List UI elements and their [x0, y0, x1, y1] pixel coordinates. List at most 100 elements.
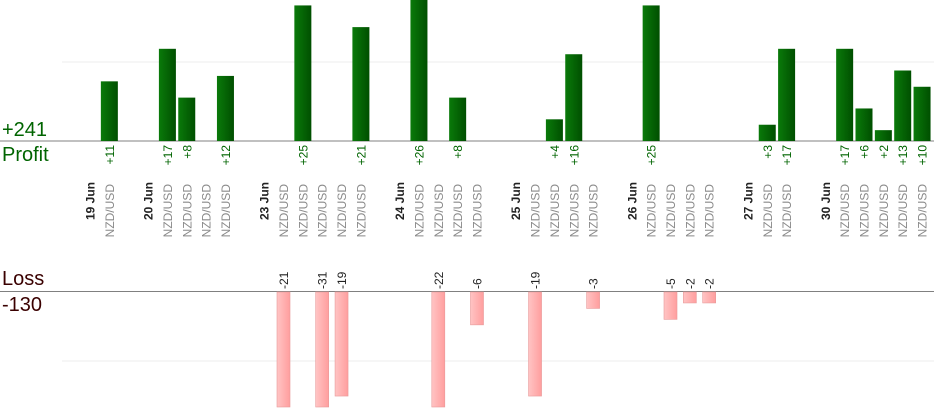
- profit-bar: [100, 81, 118, 141]
- pair-label: NZD/USD: [529, 184, 543, 238]
- profit-bar: [836, 48, 854, 141]
- profit-value-label: +13: [896, 145, 910, 166]
- profit-value-label: +16: [567, 145, 581, 166]
- pair-label: NZD/USD: [703, 184, 717, 238]
- profit-value-label: +25: [296, 145, 310, 166]
- profit-bar: [216, 75, 234, 141]
- pair-label: NZD/USD: [683, 184, 697, 238]
- pair-label: NZD/USD: [451, 184, 465, 238]
- date-label: 20 Jun: [142, 182, 156, 220]
- pair-label: NZD/USD: [916, 184, 930, 238]
- loss-value-label: -2: [703, 278, 717, 289]
- profit-bar: [449, 97, 467, 141]
- pair-label: NZD/USD: [548, 184, 562, 238]
- date-label: 23 Jun: [258, 182, 272, 220]
- pair-label: NZD/USD: [432, 184, 446, 238]
- profit-bars: +11 +17 +8 +12 +25 +21 +26 +8 +4 +16 +25 +3 +17 +17 +6…: [100, 0, 931, 166]
- loss-bar: [702, 291, 717, 304]
- profit-value-label: +17: [838, 145, 852, 166]
- date-label: 30 Jun: [819, 182, 833, 220]
- loss-bar: [334, 291, 349, 397]
- profit-bar: [158, 48, 176, 141]
- pair-label: NZD/USD: [877, 184, 891, 238]
- profit-value-label: +8: [180, 145, 194, 159]
- loss-value-label: -5: [664, 278, 678, 289]
- profit-bar: [913, 86, 931, 141]
- pair-label: NZD/USD: [780, 184, 794, 238]
- pair-label: NZD/USD: [354, 184, 368, 238]
- profit-value-label: +12: [219, 145, 233, 166]
- profit-value-label: +17: [161, 145, 175, 166]
- profit-bar: [855, 108, 873, 141]
- profit-legend-label: Profit: [2, 144, 49, 166]
- loss-bar: [528, 291, 542, 397]
- date-label: 19 Jun: [84, 182, 98, 220]
- pair-label: NZD/USD: [316, 184, 330, 238]
- pair-label: NZD/USD: [896, 184, 910, 238]
- pair-label: NZD/USD: [200, 184, 214, 238]
- profit-bar: [642, 5, 660, 141]
- loss-bar: [431, 291, 446, 408]
- loss-sum: -130: [2, 294, 43, 316]
- loss-value-label: -21: [277, 271, 291, 289]
- date-label: 25 Jun: [509, 182, 523, 220]
- pair-label: NZD/USD: [180, 184, 194, 238]
- profit-value-label: +26: [412, 145, 426, 166]
- loss-bar: [276, 291, 291, 408]
- loss-legend-label: Loss: [2, 268, 45, 290]
- profit-bar: [778, 48, 796, 141]
- profit-bar: [294, 5, 312, 141]
- pair-label: NZD/USD: [761, 184, 775, 238]
- profit-value-label: +8: [451, 145, 465, 159]
- pair-label: NZD/USD: [161, 184, 175, 238]
- profit-value-label: +3: [761, 145, 775, 159]
- profit-bar: [352, 27, 370, 141]
- date-label: 26 Jun: [625, 182, 639, 220]
- loss-value-label: -3: [587, 278, 601, 289]
- profit-bar: [874, 130, 892, 141]
- pair-label: NZD/USD: [335, 184, 349, 238]
- loss-bar: [663, 291, 678, 320]
- profit-value-label: +2: [877, 145, 891, 159]
- loss-bar: [586, 291, 600, 309]
- loss-value-label: -19: [529, 271, 543, 289]
- loss-value-label: -2: [683, 278, 697, 289]
- pair-label: NZD/USD: [664, 184, 678, 238]
- pair-label: NZD/USD: [471, 184, 485, 238]
- pair-label: NZD/USD: [219, 184, 233, 238]
- profit-value-label: +21: [354, 145, 368, 166]
- profit-sum: +241: [2, 119, 48, 141]
- profit-value-label: +4: [548, 145, 562, 159]
- pair-label: NZD/USD: [296, 184, 310, 238]
- loss-value-label: -22: [432, 271, 446, 289]
- profit-bar: [410, 0, 428, 141]
- pair-label: NZD/USD: [645, 184, 659, 238]
- profit-bar: [565, 54, 583, 141]
- loss-bars: -21 -31 -19 -22 -6 -19 -3 -5 -2 -2: [276, 271, 717, 408]
- profit-value-label: +25: [645, 145, 659, 166]
- profit-value-label: +17: [780, 145, 794, 166]
- profit-bar: [758, 124, 776, 141]
- profit-value-label: +11: [103, 145, 117, 165]
- pair-label: NZD/USD: [567, 184, 581, 238]
- loss-bar: [315, 291, 330, 408]
- pair-label: NZD/USD: [103, 184, 117, 238]
- pair-label: NZD/USD: [277, 184, 291, 238]
- profit-bar: [178, 97, 196, 141]
- loss-value-label: -6: [471, 278, 485, 289]
- pair-label: NZD/USD: [412, 184, 426, 238]
- profit-bar: [894, 70, 912, 141]
- loss-value-label: -19: [335, 271, 349, 289]
- pair-label: NZD/USD: [587, 184, 601, 238]
- date-label: 27 Jun: [741, 182, 755, 220]
- x-axis-labels: 19 Jun NZD/USD 20 Jun NZD/USD NZD/USD NZD/USD…: [84, 182, 930, 237]
- pair-label: NZD/USD: [838, 184, 852, 238]
- profit-value-label: +10: [916, 145, 930, 166]
- profit-bar: [545, 119, 563, 141]
- loss-bar: [470, 291, 484, 326]
- profit-value-label: +6: [858, 145, 872, 159]
- pair-label: NZD/USD: [858, 184, 872, 238]
- loss-value-label: -31: [316, 271, 330, 289]
- date-label: 24 Jun: [393, 182, 407, 220]
